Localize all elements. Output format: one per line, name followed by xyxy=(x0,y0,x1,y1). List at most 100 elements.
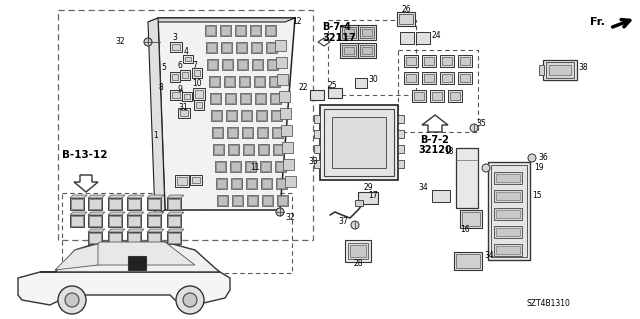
Bar xyxy=(241,94,250,103)
Bar xyxy=(496,192,520,200)
Text: 16: 16 xyxy=(460,226,470,234)
Bar xyxy=(350,245,366,257)
Bar xyxy=(268,43,276,52)
Bar xyxy=(212,111,221,120)
Polygon shape xyxy=(318,38,330,46)
Bar xyxy=(220,25,231,36)
Bar xyxy=(172,44,180,50)
Text: 32120: 32120 xyxy=(418,145,452,155)
Bar xyxy=(250,25,261,36)
Bar xyxy=(280,108,291,119)
Bar xyxy=(398,115,404,123)
Bar xyxy=(223,76,235,87)
Bar xyxy=(251,26,260,35)
Bar xyxy=(348,243,368,259)
Bar xyxy=(344,47,354,54)
Bar xyxy=(358,43,376,58)
Bar xyxy=(355,78,367,88)
Bar xyxy=(539,65,544,75)
Polygon shape xyxy=(18,272,230,305)
Text: 32: 32 xyxy=(115,38,125,47)
Bar xyxy=(231,178,242,189)
Bar xyxy=(194,70,200,76)
Bar xyxy=(252,59,264,70)
Bar xyxy=(128,233,140,243)
Bar xyxy=(147,198,161,210)
Bar xyxy=(184,94,190,99)
Bar xyxy=(195,90,203,98)
Text: 17: 17 xyxy=(368,190,378,199)
Bar xyxy=(268,59,278,70)
Bar xyxy=(328,88,342,98)
Bar xyxy=(109,199,121,209)
Bar xyxy=(284,159,294,170)
Bar xyxy=(314,115,320,123)
Bar xyxy=(460,74,470,82)
Bar xyxy=(192,68,202,78)
Text: 24: 24 xyxy=(432,32,442,41)
Bar xyxy=(70,198,84,210)
Bar xyxy=(229,145,239,154)
Bar xyxy=(210,93,221,104)
Bar xyxy=(282,142,293,153)
Bar xyxy=(460,210,482,228)
Text: 32: 32 xyxy=(285,213,294,222)
Bar xyxy=(424,57,434,65)
Text: B-7-4: B-7-4 xyxy=(322,22,351,32)
Bar xyxy=(178,108,190,118)
Bar xyxy=(255,93,266,104)
Bar xyxy=(148,199,160,209)
Bar xyxy=(182,72,188,78)
Bar xyxy=(276,162,285,171)
Bar xyxy=(185,57,191,61)
Bar xyxy=(456,148,478,208)
Text: 4: 4 xyxy=(184,48,189,56)
Bar xyxy=(362,29,372,36)
Bar xyxy=(360,27,374,38)
Bar xyxy=(253,60,262,69)
Bar xyxy=(398,50,478,132)
Bar xyxy=(275,40,286,51)
Bar xyxy=(216,178,227,189)
Bar xyxy=(246,178,257,189)
Polygon shape xyxy=(70,212,87,215)
Bar xyxy=(221,42,232,53)
Bar xyxy=(342,27,356,38)
Bar xyxy=(271,94,280,103)
Bar xyxy=(172,92,180,98)
Bar xyxy=(406,74,416,82)
Bar xyxy=(228,144,239,155)
Bar xyxy=(127,232,141,244)
Bar xyxy=(342,45,356,56)
Bar xyxy=(248,196,257,205)
Bar xyxy=(257,127,268,138)
Text: Fr.: Fr. xyxy=(590,17,605,27)
Bar xyxy=(168,233,180,243)
Bar xyxy=(210,77,219,86)
Text: 8: 8 xyxy=(158,84,163,93)
Text: 19: 19 xyxy=(534,164,543,173)
Text: 37: 37 xyxy=(339,218,348,226)
Bar xyxy=(190,175,202,185)
Bar xyxy=(214,145,223,154)
Bar xyxy=(310,90,324,100)
Bar xyxy=(251,42,262,53)
Text: 10: 10 xyxy=(192,79,202,88)
Bar xyxy=(344,29,354,36)
Text: 18: 18 xyxy=(445,147,454,157)
Bar xyxy=(272,111,281,120)
Bar xyxy=(148,216,160,226)
Polygon shape xyxy=(74,175,98,192)
Bar xyxy=(148,233,160,243)
Bar xyxy=(355,200,363,206)
Polygon shape xyxy=(148,18,295,22)
Text: 35: 35 xyxy=(476,120,486,129)
Bar xyxy=(206,42,217,53)
Bar xyxy=(422,55,436,67)
Bar xyxy=(448,90,462,102)
Bar xyxy=(108,215,122,227)
Bar xyxy=(243,128,252,137)
Bar xyxy=(275,161,285,172)
Bar xyxy=(70,215,84,227)
Bar xyxy=(216,162,225,171)
